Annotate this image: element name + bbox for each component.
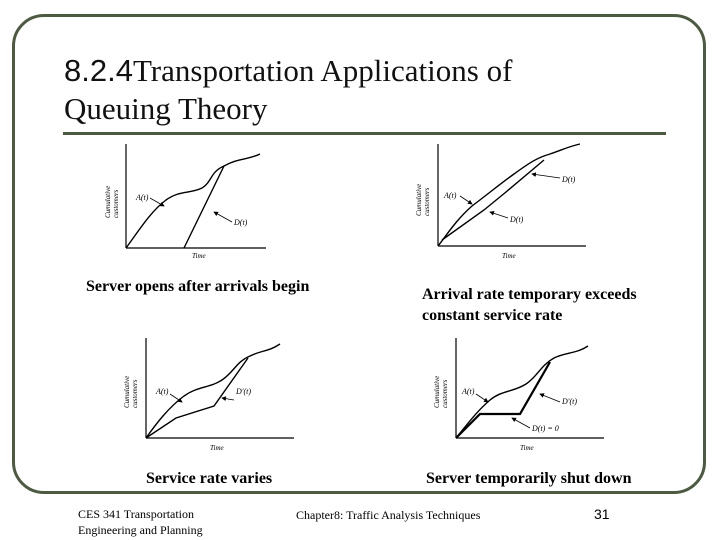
footer-chapter: Chapter8: Traffic Analysis Techniques [296, 508, 481, 522]
label-d-zero: D(t) = 0 [531, 424, 559, 433]
arrow-a [149, 197, 165, 207]
caption-1: Server opens after arrivals begin [86, 278, 310, 295]
label-d: D(t) [233, 218, 248, 227]
label-a: A(t) [461, 387, 475, 396]
label-a: A(t) [135, 193, 149, 202]
label-a: A(t) [443, 191, 457, 200]
figure-server-shut-down: Cumulative customers Time A(t) D'(t) D(t… [428, 334, 608, 459]
label-a: A(t) [155, 387, 169, 396]
caption-2: Arrival rate temporary exceeds constant … [422, 286, 637, 324]
departure-curve [145, 357, 249, 439]
title-number: 8.2.4 [64, 53, 133, 88]
y-axis-label-2: customers [423, 187, 431, 216]
arrow-d-lower [489, 210, 509, 219]
x-axis-label: Time [210, 444, 224, 452]
arrow-d-zero [511, 417, 531, 429]
departure-curve [183, 165, 225, 249]
y-axis-label-1: Cumulative [415, 184, 423, 216]
page-number: 31 [594, 506, 610, 522]
label-d-lower: D(t) [509, 215, 524, 224]
departure-curve [455, 361, 551, 439]
footer-course: CES 341 Transportation Engineering and P… [78, 507, 203, 537]
x-axis-label: Time [502, 252, 516, 260]
departure-curve [441, 159, 545, 241]
figure-arrival-exceeds-service: Cumulative customers Time A(t) D(t) D(t) [410, 140, 590, 265]
y-axis-label-1: Cumulative [104, 186, 112, 218]
title-underline [63, 132, 666, 135]
label-d: D'(t) [561, 397, 577, 406]
arrow-d [221, 396, 235, 402]
arrival-curve [455, 345, 589, 439]
arrow-d [539, 393, 561, 403]
arrow-a [459, 195, 473, 205]
axes [437, 144, 586, 247]
arrow-a [169, 393, 183, 403]
arrival-curve [125, 153, 261, 249]
y-axis-label-2: customers [131, 379, 139, 408]
slide-frame [12, 14, 706, 494]
y-axis-label-2: customers [441, 379, 449, 408]
label-d: D'(t) [235, 387, 251, 396]
arrow-d [213, 211, 233, 223]
y-axis-label-1: Cumulative [433, 376, 441, 408]
label-d-upper: D(t) [561, 175, 576, 184]
y-axis-label-1: Cumulative [123, 376, 131, 408]
figure-server-opens-late: Cumulative customers Time A(t) D(t) [98, 140, 268, 265]
x-axis-label: Time [192, 252, 206, 260]
x-axis-label: Time [520, 444, 534, 452]
y-axis-label-2: customers [112, 189, 120, 218]
axes [455, 338, 604, 439]
figure-service-rate-varies: Cumulative customers Time A(t) D'(t) [118, 334, 298, 459]
arrival-curve [145, 343, 281, 439]
caption-3: Service rate varies [146, 470, 273, 487]
caption-4: Server temporarily shut down [426, 470, 632, 487]
arrival-curve [437, 143, 581, 247]
axes [125, 144, 266, 249]
arrow-d-upper [531, 172, 561, 179]
title-text: Transportation Applications of Queuing T… [64, 53, 513, 126]
arrow-a [475, 393, 489, 403]
slide-title: 8.2.4Transportation Applications of Queu… [64, 52, 624, 128]
axes [145, 338, 294, 439]
